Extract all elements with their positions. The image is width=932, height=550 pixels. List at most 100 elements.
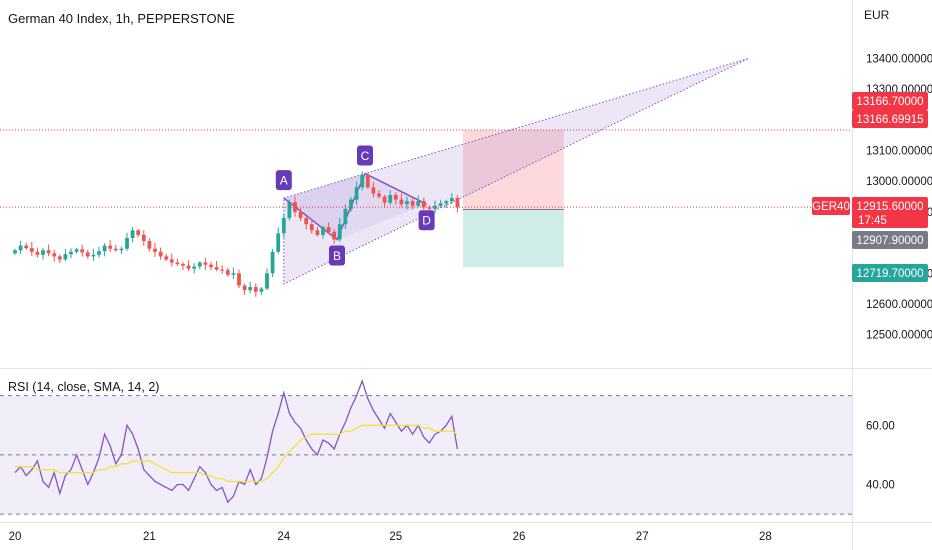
candle[interactable] xyxy=(309,218,314,234)
candle[interactable] xyxy=(158,247,163,260)
take-profit-zone[interactable] xyxy=(463,209,564,268)
candle[interactable] xyxy=(449,193,454,205)
candle[interactable] xyxy=(153,242,157,257)
candle[interactable] xyxy=(108,239,113,253)
candle[interactable] xyxy=(24,242,29,251)
candle[interactable] xyxy=(41,247,45,260)
candle[interactable] xyxy=(242,283,247,295)
candle[interactable] xyxy=(237,269,241,288)
rising-wedge[interactable] xyxy=(283,57,749,285)
candle-body xyxy=(164,256,169,260)
candle[interactable] xyxy=(377,190,381,199)
candle-body xyxy=(410,201,415,206)
candle[interactable] xyxy=(175,258,180,267)
candle[interactable] xyxy=(225,267,230,277)
candle-body xyxy=(237,273,241,286)
stop-line-badge[interactable]: 13166.69915 xyxy=(852,110,928,128)
candle[interactable] xyxy=(298,208,303,221)
candle[interactable] xyxy=(405,196,409,210)
candle[interactable] xyxy=(102,243,107,257)
pattern-point-d[interactable]: D xyxy=(418,210,435,231)
candle[interactable] xyxy=(186,260,191,272)
candle[interactable] xyxy=(382,195,387,207)
candle[interactable] xyxy=(97,246,101,258)
pattern-point-b[interactable]: B xyxy=(329,245,345,266)
candle[interactable] xyxy=(80,244,85,257)
candle[interactable] xyxy=(388,190,393,206)
rsi-ma-line[interactable] xyxy=(15,424,458,483)
candle[interactable] xyxy=(270,248,275,278)
candle[interactable] xyxy=(332,228,337,244)
candle[interactable] xyxy=(130,226,135,243)
candle[interactable] xyxy=(203,257,208,270)
candle[interactable] xyxy=(136,228,141,238)
candle[interactable] xyxy=(35,247,40,258)
pattern-point-a[interactable]: A xyxy=(275,170,292,191)
candle[interactable] xyxy=(119,246,124,255)
candle[interactable] xyxy=(169,253,174,267)
candle[interactable] xyxy=(427,205,432,211)
candle[interactable] xyxy=(192,263,197,274)
pattern-point-box xyxy=(418,210,435,231)
candle[interactable] xyxy=(69,248,73,259)
last-price-badge[interactable]: 12915.60000 17:45 xyxy=(852,197,928,228)
candle[interactable] xyxy=(29,241,34,257)
candle[interactable] xyxy=(18,240,23,255)
candle[interactable] xyxy=(85,249,90,259)
candle[interactable] xyxy=(259,287,264,296)
candle[interactable] xyxy=(91,248,96,262)
symbol-tag[interactable]: GER40 xyxy=(812,197,850,215)
candle[interactable] xyxy=(113,244,118,252)
candle[interactable] xyxy=(304,216,309,230)
stop-loss-zone[interactable] xyxy=(463,130,564,210)
candle[interactable] xyxy=(321,225,325,239)
candle[interactable] xyxy=(125,232,129,251)
candle[interactable] xyxy=(220,265,225,275)
candle[interactable] xyxy=(141,230,146,246)
candle[interactable] xyxy=(253,283,258,297)
candle[interactable] xyxy=(416,195,421,208)
candle[interactable] xyxy=(164,253,169,261)
candle[interactable] xyxy=(455,195,460,213)
candle[interactable] xyxy=(287,199,292,221)
candle[interactable] xyxy=(399,193,404,208)
candle[interactable] xyxy=(57,254,62,263)
entry-price-badge[interactable]: 12907.90000 xyxy=(852,231,928,249)
candle[interactable] xyxy=(13,248,17,255)
candle[interactable] xyxy=(209,261,213,271)
candle[interactable] xyxy=(365,173,370,189)
candle[interactable] xyxy=(281,213,286,238)
candle[interactable] xyxy=(265,268,269,291)
candle[interactable] xyxy=(360,171,365,191)
candle[interactable] xyxy=(197,260,202,270)
candle[interactable] xyxy=(276,227,281,254)
candle[interactable] xyxy=(63,249,68,261)
candle[interactable] xyxy=(371,182,376,198)
candle[interactable] xyxy=(444,199,449,209)
candle[interactable] xyxy=(349,197,353,212)
rsi-line[interactable] xyxy=(14,378,459,504)
candle[interactable] xyxy=(393,192,398,205)
pattern-point-c[interactable]: C xyxy=(357,145,373,166)
candle[interactable] xyxy=(147,238,152,252)
candle[interactable] xyxy=(343,204,348,229)
candle[interactable] xyxy=(214,260,219,272)
candle[interactable] xyxy=(421,197,426,212)
candle[interactable] xyxy=(231,267,236,280)
candle[interactable] xyxy=(410,198,415,210)
candle[interactable] xyxy=(248,281,253,294)
candle-body xyxy=(186,265,191,269)
candle[interactable] xyxy=(52,249,57,262)
candle[interactable] xyxy=(46,244,51,257)
candle[interactable] xyxy=(181,262,185,270)
candle[interactable] xyxy=(74,247,79,254)
candle[interactable] xyxy=(337,218,342,242)
candle[interactable] xyxy=(315,226,320,237)
target-price-badge[interactable]: 12719.70000 xyxy=(852,264,928,282)
price-tick-label: 13000.00000 xyxy=(866,176,932,188)
stop-price-badge[interactable]: 13166.70000 xyxy=(852,92,928,110)
candle[interactable] xyxy=(354,181,359,205)
candle[interactable] xyxy=(326,222,331,234)
candle[interactable] xyxy=(438,199,443,209)
